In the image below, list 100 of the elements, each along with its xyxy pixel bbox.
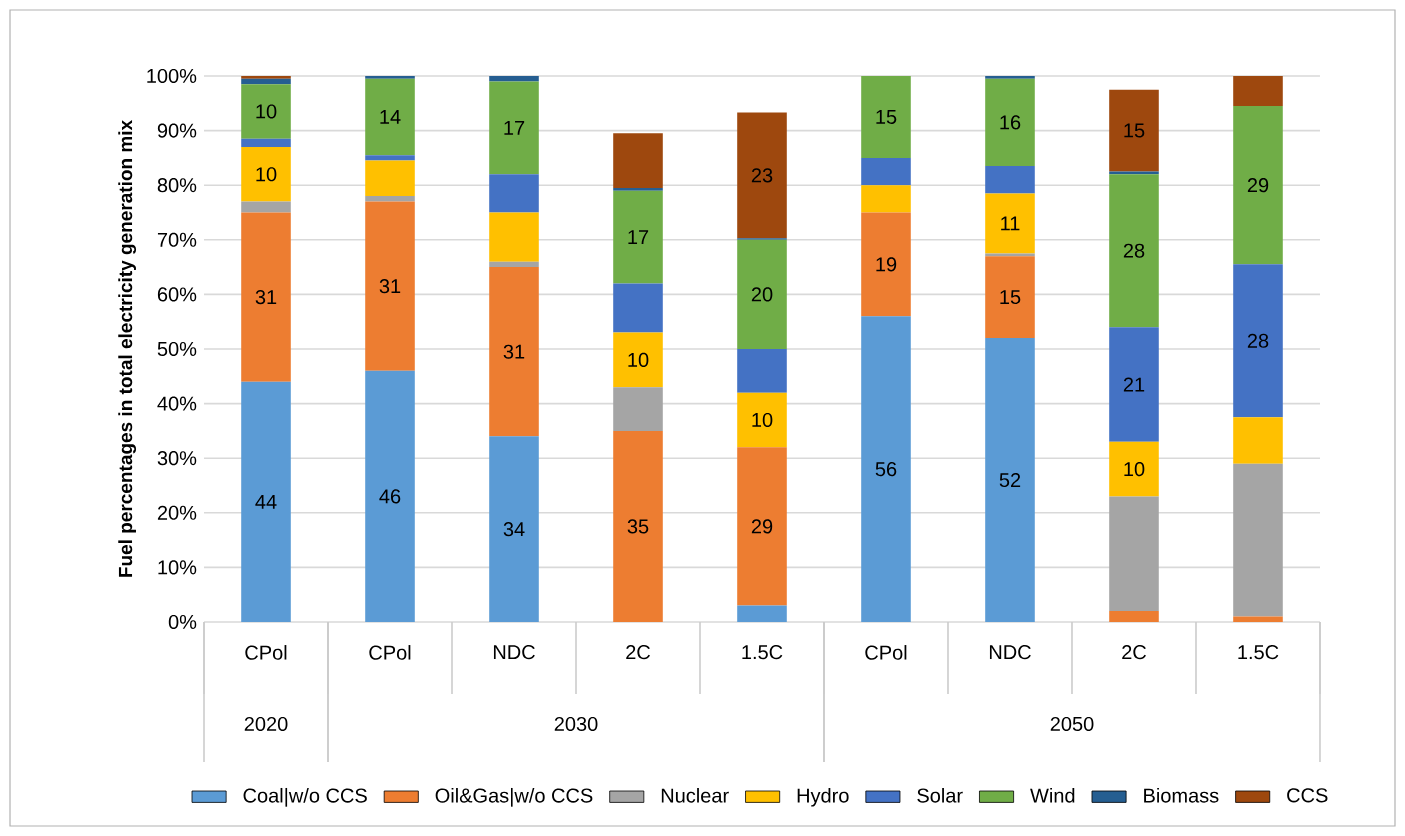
text: 2030 (554, 716, 598, 732)
bar (489, 174, 539, 213)
data-label: 35 (627, 519, 649, 534)
bar (985, 338, 1035, 622)
legend-label: Solar (917, 787, 963, 803)
bar (985, 78, 1035, 167)
legend-label: Wind (1030, 787, 1075, 803)
y-tick-label: 70% (157, 232, 197, 247)
bar (1233, 463, 1283, 617)
bar (613, 133, 663, 188)
data-label: 23 (751, 168, 773, 183)
bar (985, 193, 1035, 254)
bar (1109, 174, 1159, 328)
y-tick-label: 60% (157, 287, 197, 302)
bar (985, 75, 1035, 79)
bar (241, 138, 291, 147)
data-label: 28 (1247, 333, 1269, 348)
bar (489, 436, 539, 622)
bar (489, 81, 539, 175)
y-tick-label: 20% (157, 505, 197, 520)
bar (241, 84, 291, 139)
data-label: 29 (1247, 178, 1269, 193)
data-label: 31 (255, 290, 277, 305)
data-label: 21 (1123, 377, 1145, 392)
data-label: 20 (751, 287, 773, 302)
bar (1109, 496, 1159, 612)
y-tick-label: 40% (157, 396, 197, 411)
bar (861, 212, 911, 317)
bar (241, 381, 291, 622)
bar (241, 146, 291, 202)
y-tick-label: 50% (157, 341, 197, 357)
x-tick-label: NDC (989, 645, 1031, 660)
bar (489, 75, 539, 82)
bar (985, 166, 1035, 194)
bar (241, 75, 291, 79)
data-label: 56 (875, 462, 897, 477)
bar (861, 157, 911, 186)
data-label: 15 (1000, 290, 1021, 305)
bar (737, 605, 787, 622)
bar (985, 253, 1035, 257)
legend-label: Nuclear (661, 787, 729, 803)
bar (241, 78, 291, 85)
bar (861, 185, 911, 213)
bar (613, 187, 663, 191)
data-label: 28 (1123, 243, 1145, 258)
bar (489, 267, 539, 437)
bar (613, 387, 663, 431)
bar (861, 75, 911, 158)
data-label: 31 (503, 344, 525, 359)
bar (1109, 441, 1159, 497)
legend-label: Oil&Gas|w/o CCS (435, 787, 593, 807)
y-tick-label: 90% (157, 123, 197, 138)
data-label: 34 (503, 522, 525, 537)
bar (1109, 89, 1159, 172)
data-label: 19 (876, 257, 897, 272)
bar (613, 283, 663, 333)
data-label: 44 (255, 494, 277, 509)
data-label: 46 (379, 489, 401, 504)
bar (365, 160, 415, 197)
x-tick-label: 1.5C (742, 645, 783, 660)
data-label: 14 (380, 110, 401, 124)
legend-label: CCS (1287, 788, 1328, 803)
legend-label: Biomass (1144, 787, 1219, 803)
legend-label: Coal|w/o CCS (243, 787, 367, 807)
x-tick-label: 2C (626, 645, 651, 660)
x-tick-label: 1.5C (1238, 645, 1279, 660)
y-tick-label: 10% (158, 560, 197, 575)
bar (737, 392, 787, 448)
legend-label: Hydro (797, 787, 849, 807)
bar (861, 316, 911, 622)
bar (737, 447, 787, 606)
data-label: 15 (1124, 123, 1145, 138)
bar (613, 430, 663, 622)
bar (1233, 616, 1283, 622)
bar (365, 155, 415, 161)
bar (737, 348, 787, 393)
data-label: 10 (752, 412, 773, 428)
bar (1233, 106, 1283, 265)
bar (985, 256, 1035, 339)
data-label: 17 (504, 120, 525, 135)
bar (613, 190, 663, 284)
y-tick-label: 30% (157, 451, 197, 466)
bar (241, 212, 291, 382)
y-tick-label: 0% (168, 614, 197, 630)
y-tick-label: 100% (147, 68, 197, 84)
data-label: 10 (628, 352, 649, 367)
data-label: 11 (1001, 216, 1020, 231)
bar (1233, 264, 1283, 418)
bar (1109, 327, 1159, 442)
bar (365, 75, 415, 79)
bar (365, 370, 415, 622)
bar (241, 201, 291, 213)
data-label: 15 (876, 109, 897, 124)
bar (613, 332, 663, 388)
text: 2020 (244, 716, 288, 732)
y-tick-label: 80% (157, 178, 197, 193)
bar (489, 261, 539, 268)
x-tick-label: 2C (1122, 645, 1146, 660)
bar (1109, 611, 1159, 622)
bar (365, 196, 415, 202)
